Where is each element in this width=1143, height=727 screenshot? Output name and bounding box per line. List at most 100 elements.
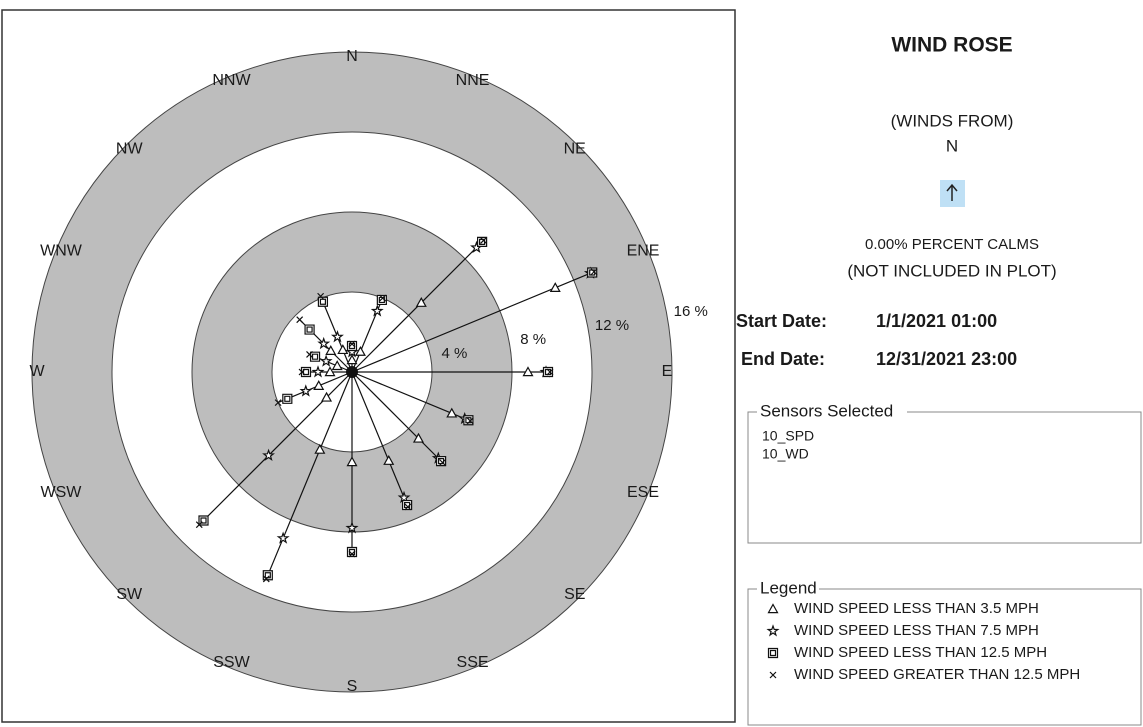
x-marker <box>306 350 313 358</box>
triangle-marker <box>346 456 358 467</box>
square-marker <box>300 366 312 378</box>
x-marker <box>296 316 304 324</box>
x-marker <box>348 340 356 348</box>
x-marker <box>274 399 282 407</box>
direction-label: SW <box>116 586 143 603</box>
direction-spoke <box>351 371 409 508</box>
direction-label: WSW <box>41 484 83 501</box>
arrow-icon <box>946 183 958 201</box>
direction-label: SSE <box>457 654 489 671</box>
x-marker <box>317 292 325 300</box>
square-marker <box>304 324 315 335</box>
sensors-title: Sensors Selected <box>760 401 893 420</box>
start-label: Start Date: <box>736 311 827 331</box>
triangle-marker <box>337 344 349 355</box>
square-marker <box>317 296 329 307</box>
legend-label: WIND SPEED GREATER THAN 12.5 MPH <box>794 666 1080 683</box>
legend-label: WIND SPEED LESS THAN 7.5 MPH <box>794 622 1039 639</box>
square-marker <box>542 366 554 378</box>
ring-label: 16 % <box>674 303 708 320</box>
star-marker <box>370 304 384 317</box>
square-marker <box>463 415 474 426</box>
star-marker <box>345 521 359 534</box>
direction-label: NNW <box>212 72 251 89</box>
triangle-marker <box>415 296 427 307</box>
star-marker <box>276 531 290 544</box>
rose: 4 % 8 % 12 % 16 % N NNE NE ENE E ESE SE SSE S SSW SW WS… <box>29 48 707 695</box>
x-marker <box>590 268 598 276</box>
end-value: 12/31/2021 23:00 <box>876 349 1017 369</box>
triangle-marker <box>324 366 336 377</box>
triangle-marker <box>446 407 458 418</box>
panel-title: WIND ROSE <box>891 34 1012 57</box>
legend-title-bg <box>757 579 819 599</box>
x-marker <box>546 368 554 376</box>
calms-note: (NOT INCLUDED IN PLOT) <box>847 261 1056 280</box>
ring-label: 4 % <box>441 345 467 362</box>
star-marker <box>766 624 780 637</box>
square-marker <box>309 351 321 362</box>
winds-from-direction: N <box>946 136 958 155</box>
star-marker <box>397 490 411 504</box>
triangle-marker <box>412 432 424 443</box>
direction-label: NW <box>116 140 144 157</box>
start-value: 1/1/2021 01:00 <box>876 311 997 331</box>
sensor: 10_WD <box>762 446 809 462</box>
direction-label: N <box>346 48 358 65</box>
legend: WIND SPEED LESS THAN 3.5 MPH WIND SPEED L… <box>766 600 1080 683</box>
triangle-marker <box>767 603 779 614</box>
x-marker <box>262 575 270 583</box>
sensor: 10_SPD <box>762 428 814 444</box>
star-marker <box>262 448 275 461</box>
triangle-marker <box>331 360 343 371</box>
direction-label: W <box>29 363 45 380</box>
star-marker <box>311 365 325 378</box>
x-marker <box>298 368 306 376</box>
direction-label: ENE <box>627 243 660 260</box>
square-marker <box>346 546 358 558</box>
winds-from: (WINDS FROM) <box>891 111 1014 130</box>
x-marker <box>348 550 356 558</box>
triangle-marker <box>321 391 333 402</box>
star-marker <box>299 384 313 397</box>
legend-title: Legend <box>760 578 817 597</box>
triangle-marker <box>325 345 337 355</box>
triangle-marker <box>549 282 561 293</box>
square-marker <box>282 393 293 404</box>
x-marker <box>195 521 203 529</box>
sensors-title-bg <box>757 402 907 422</box>
sensors-box <box>747 411 1142 544</box>
triangle-marker <box>383 454 395 465</box>
star-marker <box>330 330 344 343</box>
center-dot <box>346 366 358 378</box>
direction-label: NE <box>564 140 586 157</box>
star-marker <box>319 354 333 367</box>
legend-box <box>747 588 1142 726</box>
direction-label: SE <box>564 586 585 603</box>
direction-spoke <box>351 371 443 463</box>
direction-label: ESE <box>627 484 659 501</box>
direction-label: WNW <box>40 243 83 260</box>
x-marker <box>466 417 474 425</box>
direction-label: SSW <box>213 654 250 671</box>
ring-label: 8 % <box>520 331 546 348</box>
direction-label: S <box>347 678 358 695</box>
end-label: End Date: <box>741 349 825 369</box>
triangle-marker <box>522 366 534 377</box>
star-marker <box>317 336 331 350</box>
calms: 0.00% PERCENT CALMS <box>865 236 1039 253</box>
x-marker <box>439 459 446 466</box>
square-marker <box>767 647 779 659</box>
square-marker <box>262 570 273 581</box>
square-marker <box>346 340 358 352</box>
legend-label: WIND SPEED LESS THAN 12.5 MPH <box>794 644 1047 661</box>
triangle-marker <box>313 380 325 390</box>
direction-spoke <box>265 371 353 580</box>
triangle-marker <box>314 443 326 454</box>
x-marker <box>480 237 487 244</box>
triangle-marker <box>354 345 366 356</box>
square-marker <box>402 499 413 511</box>
ring-label: 12 % <box>595 317 629 334</box>
direction-label: E <box>662 363 673 380</box>
